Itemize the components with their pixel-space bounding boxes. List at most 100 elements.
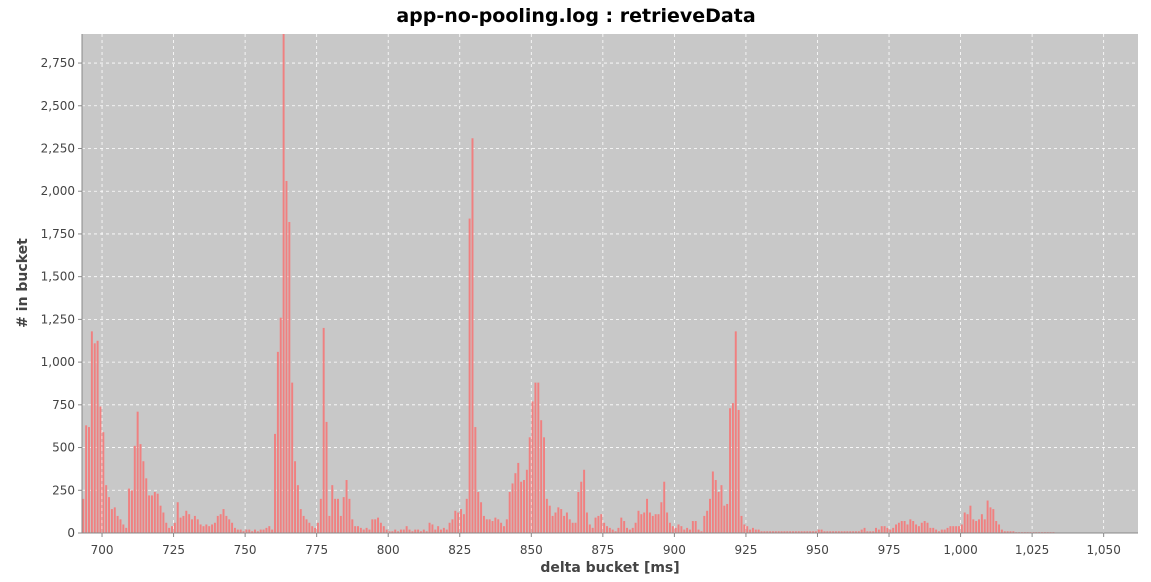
bar-865 bbox=[574, 522, 577, 533]
bar-763 bbox=[282, 34, 285, 533]
bar-800 bbox=[388, 531, 391, 533]
bar-999 bbox=[958, 526, 960, 533]
bar-842 bbox=[508, 491, 511, 533]
bar-901 bbox=[677, 524, 680, 533]
bar-771 bbox=[305, 519, 308, 533]
bar-839 bbox=[500, 522, 503, 533]
bar-1004 bbox=[972, 519, 975, 533]
bar-903 bbox=[683, 529, 686, 533]
bar-925 bbox=[746, 526, 749, 533]
bar-798 bbox=[382, 526, 385, 533]
bar-991 bbox=[935, 529, 938, 533]
bar-737 bbox=[208, 526, 211, 533]
bar-913 bbox=[711, 471, 714, 533]
bar-931 bbox=[763, 531, 766, 533]
bar-848 bbox=[525, 469, 528, 533]
bar-951 bbox=[820, 529, 823, 533]
bar-862 bbox=[565, 512, 568, 533]
bar-929 bbox=[757, 529, 760, 533]
bar-907 bbox=[694, 521, 697, 533]
bar-866 bbox=[577, 491, 580, 533]
bar-703 bbox=[110, 509, 113, 533]
bar-938 bbox=[783, 531, 786, 533]
bar-814 bbox=[428, 522, 431, 533]
bar-778 bbox=[325, 421, 328, 533]
bar-810 bbox=[417, 529, 420, 533]
bar-972 bbox=[880, 526, 883, 533]
bar-854 bbox=[543, 437, 546, 533]
bar-696 bbox=[90, 331, 93, 533]
bar-747 bbox=[236, 529, 239, 533]
bar-793 bbox=[368, 529, 371, 533]
bar-940 bbox=[789, 531, 792, 533]
bar-764 bbox=[285, 180, 288, 533]
plot-area bbox=[82, 34, 1138, 533]
bar-806 bbox=[405, 526, 408, 533]
bar-905 bbox=[689, 529, 691, 533]
bar-978 bbox=[897, 522, 900, 533]
x-axis-label: delta bucket [ms] bbox=[540, 560, 679, 576]
bar-936 bbox=[777, 531, 780, 533]
bar-889 bbox=[643, 512, 646, 533]
bar-994 bbox=[943, 529, 946, 533]
bar-706 bbox=[119, 519, 122, 533]
bar-969 bbox=[872, 531, 875, 533]
y-axis-label: # in bucket bbox=[15, 238, 31, 328]
bar-831 bbox=[477, 491, 480, 533]
x-tick-label: 725 bbox=[162, 543, 185, 557]
bar-986 bbox=[920, 522, 923, 533]
bar-727 bbox=[179, 517, 182, 533]
bar-1002 bbox=[966, 514, 969, 533]
bar-801 bbox=[391, 531, 394, 533]
bar-802 bbox=[394, 529, 397, 533]
bar-852 bbox=[537, 382, 540, 533]
bar-948 bbox=[812, 531, 815, 533]
bar-924 bbox=[743, 524, 746, 533]
bar-928 bbox=[754, 529, 757, 533]
bar-912 bbox=[709, 498, 711, 533]
bar-1013 bbox=[998, 524, 1001, 533]
bar-976 bbox=[892, 527, 895, 533]
bar-970 bbox=[875, 527, 877, 533]
bar-841 bbox=[505, 519, 508, 533]
bar-789 bbox=[357, 526, 359, 533]
bar-832 bbox=[480, 502, 483, 533]
bar-868 bbox=[583, 469, 586, 533]
bar-807 bbox=[408, 529, 411, 533]
bar-751 bbox=[248, 529, 251, 533]
bar-845 bbox=[517, 462, 520, 533]
bar-858 bbox=[554, 512, 557, 533]
bar-748 bbox=[239, 529, 242, 533]
bar-740 bbox=[216, 515, 219, 533]
y-tick-label: 500 bbox=[52, 441, 75, 455]
bar-876 bbox=[606, 526, 608, 533]
bar-873 bbox=[597, 515, 600, 533]
bar-830 bbox=[474, 427, 477, 533]
bar-967 bbox=[866, 531, 869, 533]
bar-857 bbox=[551, 515, 554, 533]
bar-804 bbox=[399, 529, 402, 533]
bar-962 bbox=[852, 531, 855, 533]
bar-881 bbox=[620, 517, 623, 533]
bar-988 bbox=[926, 522, 929, 533]
x-tick-label: 700 bbox=[91, 543, 114, 557]
bar-844 bbox=[514, 473, 517, 533]
bar-869 bbox=[585, 512, 588, 533]
bar-916 bbox=[720, 485, 723, 533]
bar-745 bbox=[231, 522, 234, 533]
bar-829 bbox=[471, 138, 474, 534]
bar-1018 bbox=[1012, 531, 1015, 533]
bar-726 bbox=[176, 502, 179, 533]
bar-773 bbox=[311, 526, 314, 533]
bar-984 bbox=[915, 524, 918, 533]
bar-826 bbox=[462, 514, 465, 533]
bar-721 bbox=[162, 512, 165, 533]
bar-699 bbox=[99, 406, 102, 533]
bar-874 bbox=[600, 514, 603, 533]
bar-934 bbox=[771, 531, 774, 533]
bar-965 bbox=[860, 529, 863, 533]
bar-923 bbox=[740, 515, 743, 533]
bar-963 bbox=[854, 531, 857, 533]
bar-837 bbox=[494, 517, 497, 533]
bar-834 bbox=[485, 519, 488, 533]
